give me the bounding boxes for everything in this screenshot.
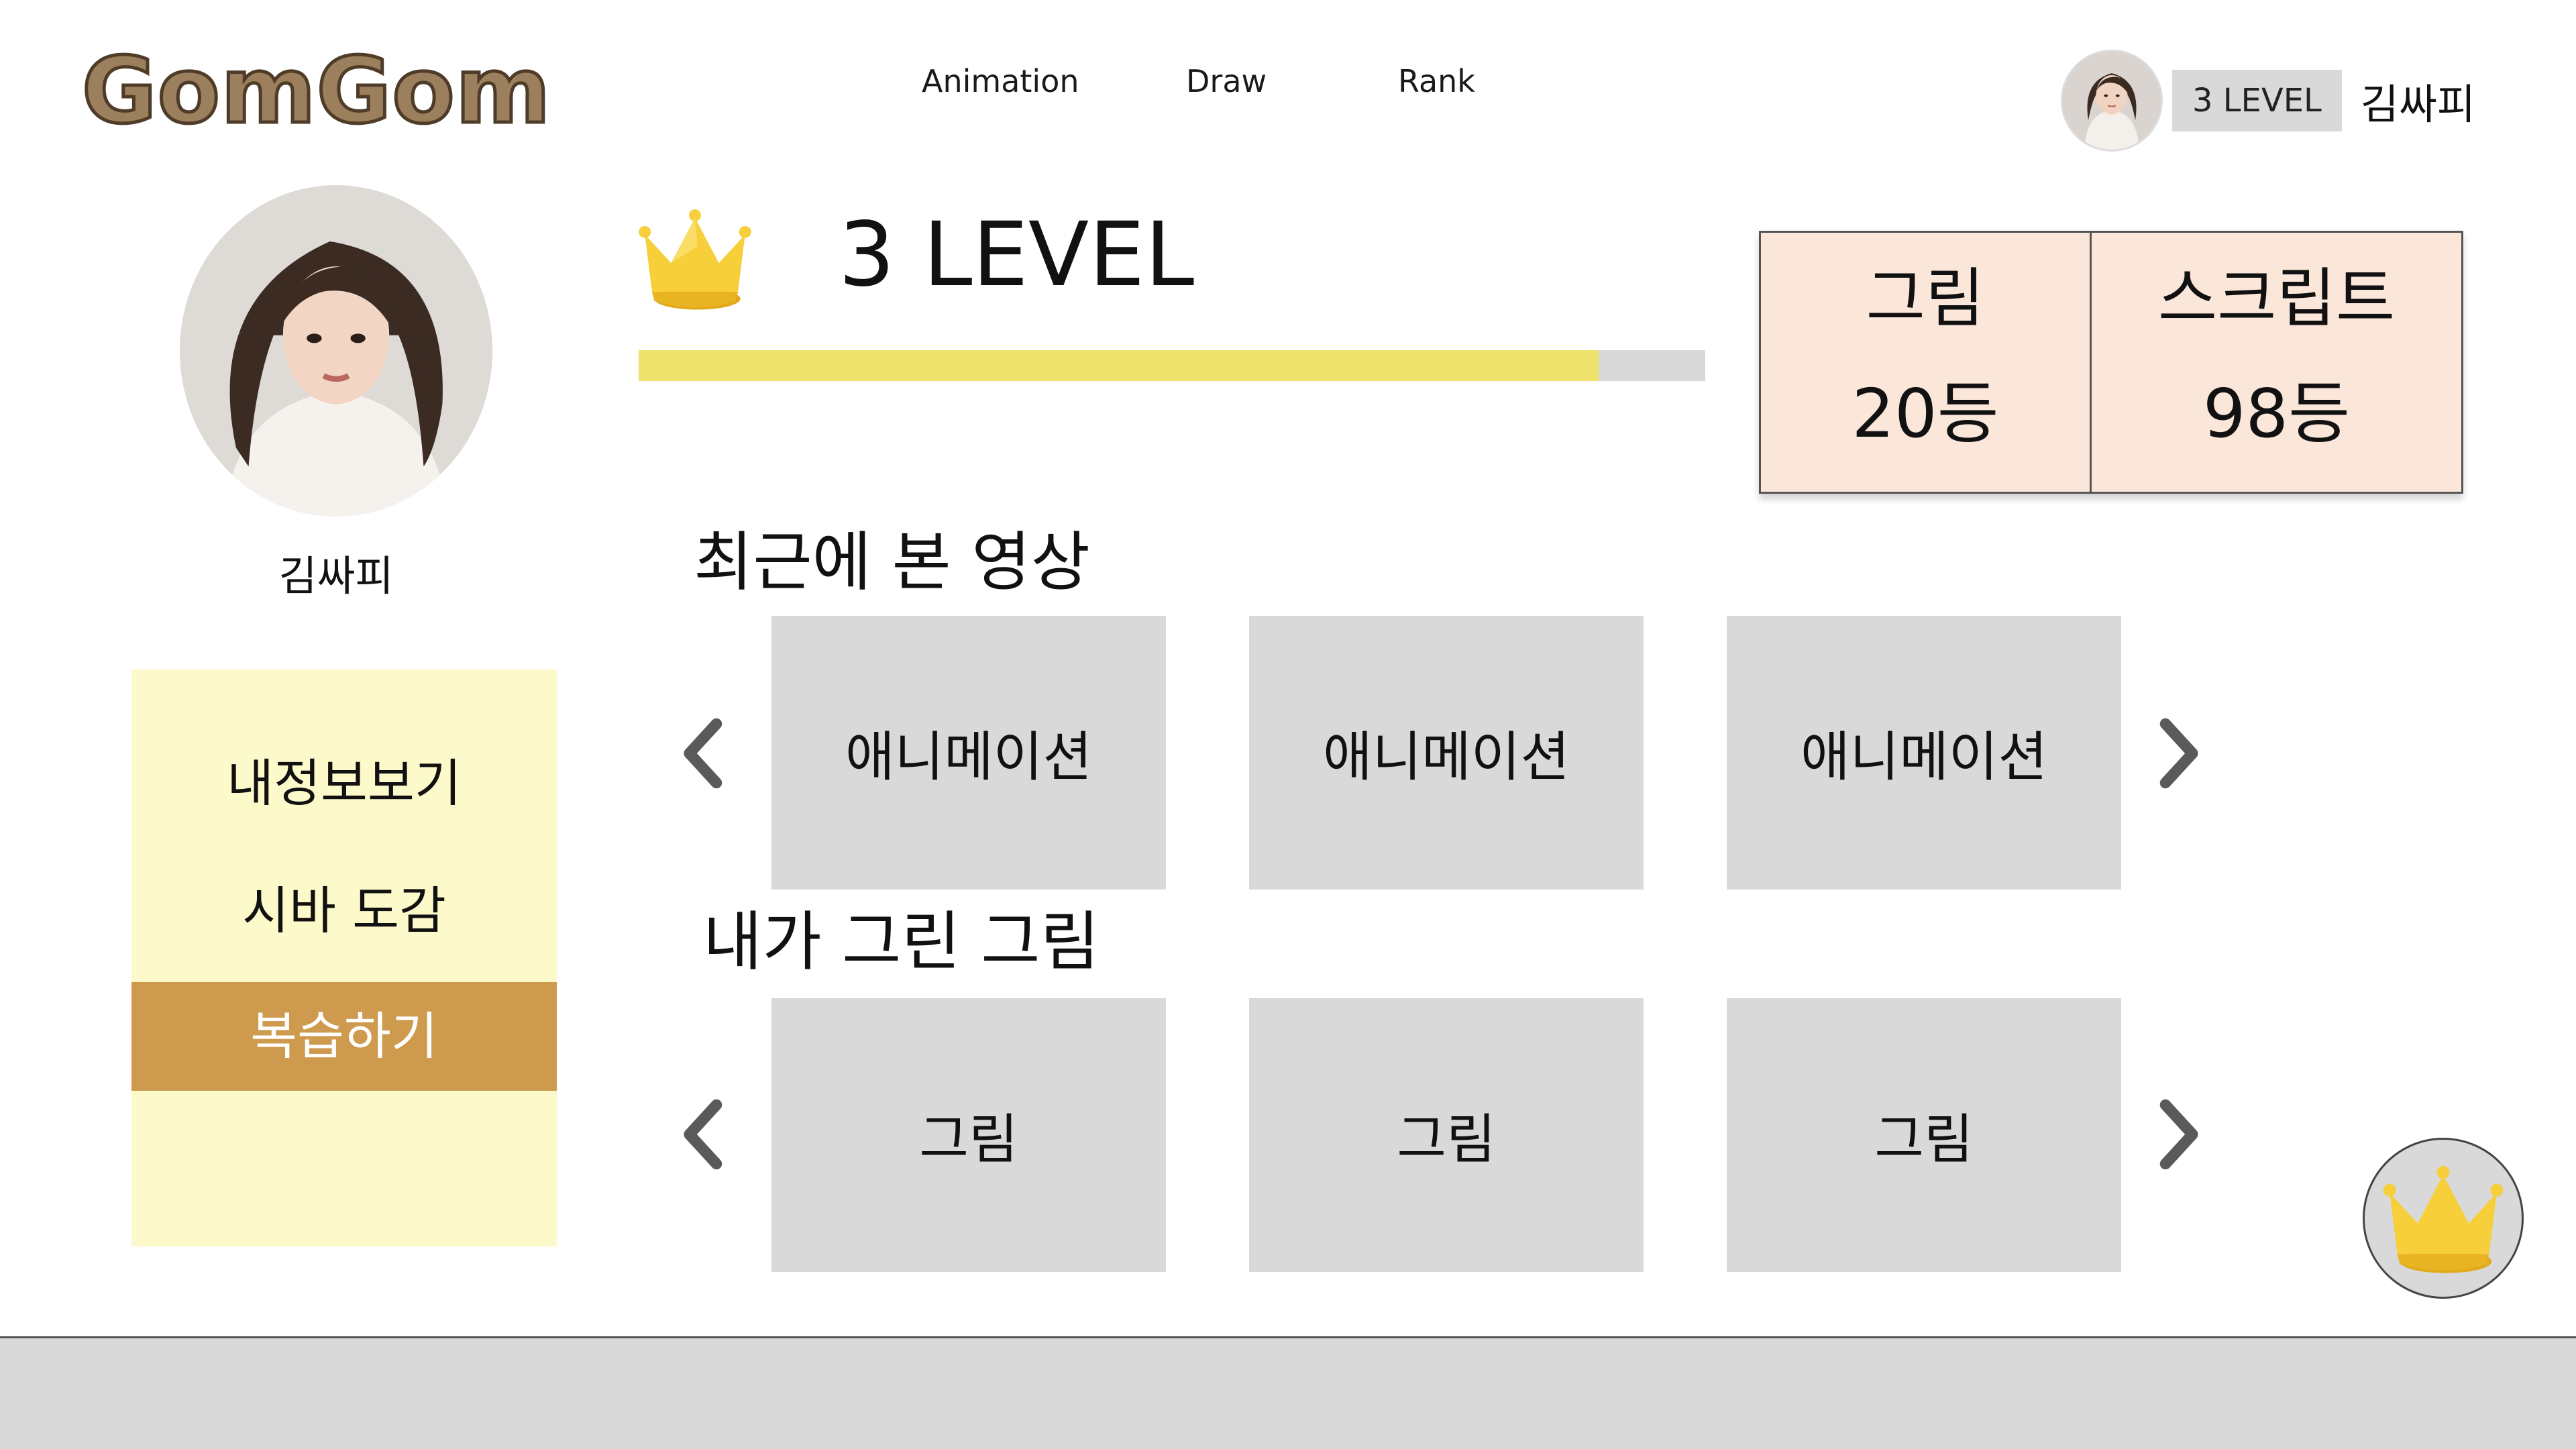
level-progress-fill (639, 350, 1599, 381)
user-chip[interactable]: 3 LEVEL 김싸피 (2061, 48, 2475, 153)
my-drawings-title: 내가 그린 그림 (703, 904, 1099, 979)
level-progress-bar (639, 350, 1705, 381)
drawing-card[interactable]: 그림 (771, 998, 1166, 1272)
profile-name: 김싸피 (278, 551, 394, 600)
menu-item-review[interactable]: 복습하기 (131, 982, 557, 1091)
nav-animation[interactable]: Animation (922, 63, 1079, 99)
menu-item-my-info[interactable]: 내정보보기 (227, 753, 462, 813)
nav-rank[interactable]: Rank (1398, 63, 1475, 99)
rank-value: 20등 (1851, 374, 1999, 453)
crown-fab-button[interactable] (2363, 1138, 2524, 1299)
video-card[interactable]: 애니메이션 (771, 616, 1166, 890)
level-badge: 3 LEVEL (2172, 70, 2342, 131)
rank-value: 98등 (2202, 374, 2351, 453)
footer-bar (0, 1336, 2576, 1449)
avatar[interactable] (2061, 50, 2163, 152)
crown-icon (635, 199, 755, 318)
side-menu: 내정보보기 시바 도감 복습하기 (131, 669, 557, 1246)
menu-item-shiba-book[interactable]: 시바 도감 (242, 881, 446, 941)
rank-label: 스크립트 (2157, 261, 2396, 336)
recent-videos-title: 최근에 본 영상 (694, 525, 1090, 600)
rank-cell-script: 스크립트 98등 (2090, 233, 2461, 492)
level-title: 3 LEVEL (839, 203, 1195, 307)
app-logo[interactable]: GomGom (80, 38, 553, 144)
user-name: 김싸피 (2360, 80, 2475, 129)
chevron-right-icon[interactable] (2153, 716, 2207, 790)
chevron-left-icon[interactable] (675, 1097, 729, 1171)
video-card[interactable]: 애니메이션 (1249, 616, 1644, 890)
chevron-left-icon[interactable] (675, 716, 729, 790)
drawing-card[interactable]: 그림 (1727, 998, 2121, 1272)
rank-box: 그림 20등 스크립트 98등 (1759, 231, 2463, 494)
video-card[interactable]: 애니메이션 (1727, 616, 2121, 890)
rank-cell-drawing: 그림 20등 (1761, 233, 2090, 492)
profile-avatar (180, 185, 492, 517)
chevron-right-icon[interactable] (2153, 1097, 2207, 1171)
crown-icon (2383, 1166, 2504, 1273)
nav-draw[interactable]: Draw (1186, 63, 1267, 99)
rank-label: 그림 (1866, 261, 1985, 336)
drawing-card[interactable]: 그림 (1249, 998, 1644, 1272)
